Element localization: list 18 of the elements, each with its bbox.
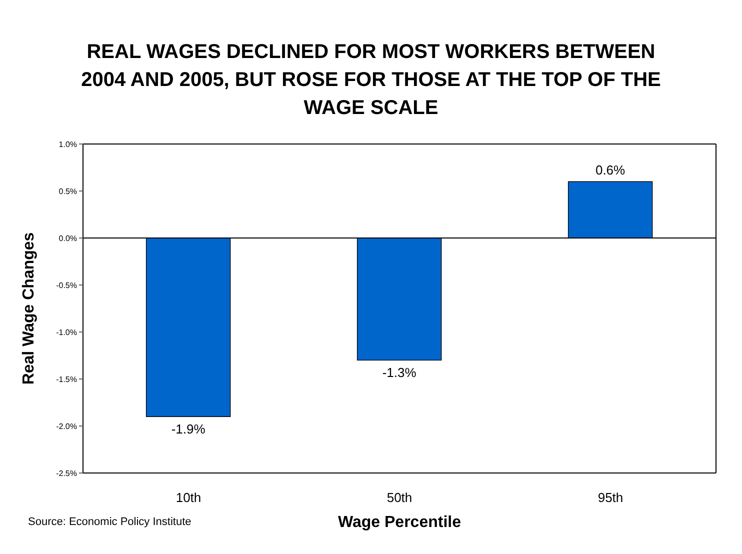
y-tick-label: 0.5% — [58, 186, 77, 196]
y-tick-label: -0.5% — [56, 280, 77, 290]
y-tick-label: -2.0% — [56, 422, 77, 431]
source-note: Source: Economic Policy Institute — [28, 516, 192, 528]
x-tick-label: 95th — [598, 490, 624, 506]
x-axis-title: Wage Percentile — [338, 514, 462, 531]
x-tick-label: 50th — [386, 490, 412, 506]
data-label: 0.6% — [595, 162, 626, 178]
chart-title: REAL WAGES DECLINED FOR MOST WORKERS BETWEEN 2004 AND 2005, BUT ROSE FOR THOSE AT THE TOP OF THE WAGE SCALE — [80, 40, 662, 121]
data-label: -1.9% — [171, 422, 206, 437]
x-tick-label: 10th — [176, 490, 202, 506]
y-tick-label: 1.0% — [58, 140, 77, 149]
y-tick-label: -2.5% — [56, 468, 77, 478]
y-axis-title: Real Wage Changes — [20, 232, 38, 385]
data-label: -1.3% — [382, 365, 417, 380]
y-tick-label: -1.0% — [56, 328, 77, 337]
y-tick-label: 0.0% — [58, 234, 77, 243]
y-tick-label: -1.5% — [56, 374, 77, 384]
